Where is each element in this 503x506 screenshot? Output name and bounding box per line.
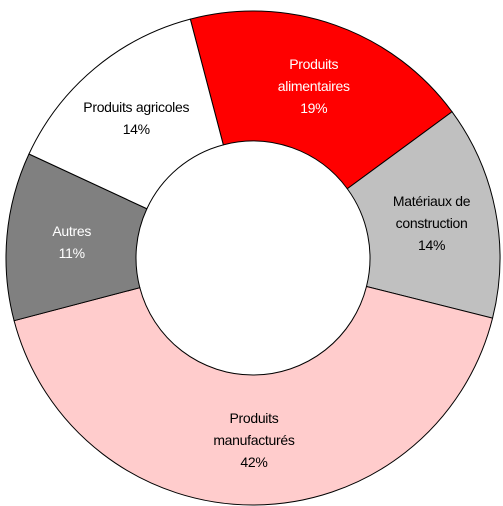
donut-segment [189,10,453,190]
donut-segment [28,18,224,210]
category-label: Produits manufacturés [213,409,295,448]
segment-label: Matériaux de construction 14% [377,190,487,256]
segment-label: Produits alimentaires 19% [259,53,369,119]
donut-segment [5,153,148,322]
category-label: Produits alimentaires [277,56,350,95]
donut-segment [346,111,501,319]
donut-segment [13,285,494,506]
category-label: Autres [52,222,92,239]
category-label: Matériaux de construction [392,192,471,231]
value-label: 14% [418,236,446,253]
value-label: 42% [240,453,268,470]
segment-label: Produits agricoles 14% [81,96,191,140]
category-label: Produits agricoles [83,99,190,116]
value-label: 19% [300,100,328,117]
value-label: 14% [122,121,150,138]
segment-label: Produits manufacturés 42% [199,407,309,473]
segment-label: Autres 11% [17,220,127,264]
value-label: 11% [58,244,85,261]
